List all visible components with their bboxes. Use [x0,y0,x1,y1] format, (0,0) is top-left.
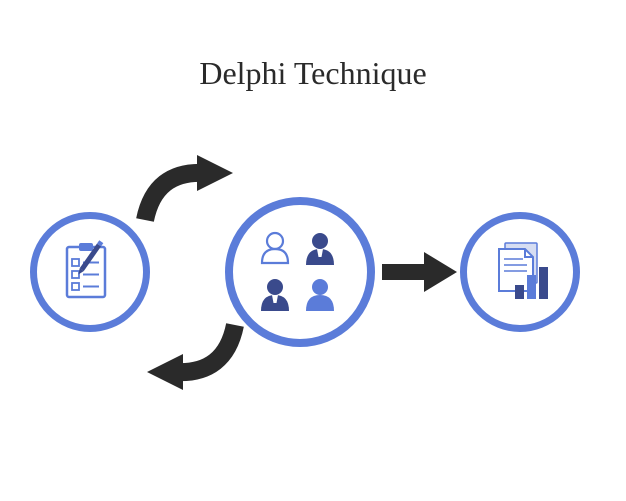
diagram-title: Delphi Technique [0,55,626,92]
arrow-loop-top-icon [135,155,245,235]
experts-icon [245,217,355,327]
node-report [460,212,580,332]
report-chart-icon [483,235,558,310]
arrow-loop-bottom-icon [135,310,245,390]
node-questionnaire [30,212,150,332]
questionnaire-icon [55,237,125,307]
node-experts [225,197,375,347]
arrow-straight-icon [382,252,457,292]
